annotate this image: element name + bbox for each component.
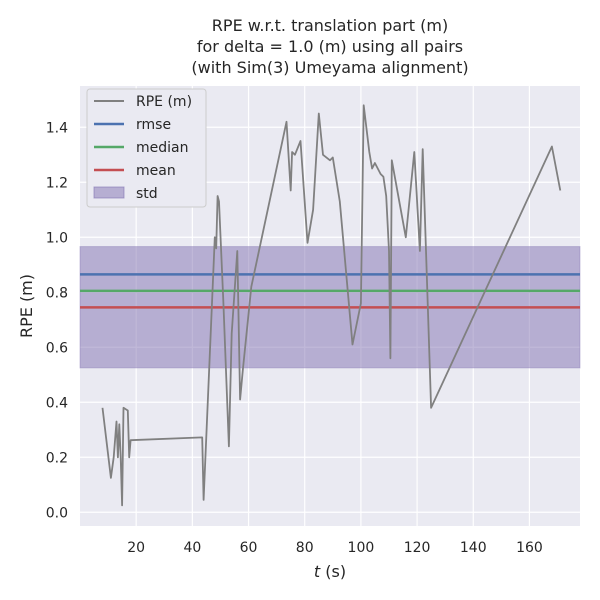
legend-label-rpe: RPE (m) xyxy=(136,94,192,110)
x-axis-label: t (s) xyxy=(314,562,346,581)
y-tick-label: 0.4 xyxy=(46,395,68,411)
x-tick-label: 120 xyxy=(404,540,431,556)
chart-title-line-2: for delta = 1.0 (m) using all pairs xyxy=(197,37,463,56)
y-tick-label: 1.0 xyxy=(46,230,68,246)
legend-swatch-std xyxy=(93,186,125,199)
legend-label-std: std xyxy=(136,186,158,202)
x-tick-label: 20 xyxy=(127,540,145,556)
chart-title-line-3: (with Sim(3) Umeyama alignment) xyxy=(191,58,468,77)
rpe-series-line xyxy=(101,104,562,507)
series-layer xyxy=(101,104,562,507)
x-axis-label-var: t xyxy=(314,562,321,581)
x-tick-label: 100 xyxy=(348,540,375,556)
x-tick-label: 80 xyxy=(296,540,314,556)
y-tick-label: 0.0 xyxy=(46,505,68,521)
y-axis-label: RPE (m) xyxy=(17,274,36,338)
y-tick-label: 0.8 xyxy=(46,285,68,301)
tick-labels: 20 40 60 80 100 120 140 160 0.0 0.2 0.4 0.6 0.8 1.0 1.… xyxy=(46,120,543,556)
y-tick-label: 1.4 xyxy=(46,120,68,136)
legend-label-mean: mean xyxy=(136,163,176,179)
legend-label-rmse: rmse xyxy=(136,117,171,133)
y-tick-label: 0.2 xyxy=(46,450,68,466)
legend: RPE (m) rmse median mean std xyxy=(86,88,207,208)
x-tick-label: 140 xyxy=(460,540,487,556)
x-tick-label: 40 xyxy=(183,540,201,556)
grid xyxy=(80,86,580,526)
stat-lines-layer xyxy=(80,273,580,309)
y-tick-label: 0.6 xyxy=(46,340,68,356)
legend-label-median: median xyxy=(136,140,188,156)
chart-title-line-1: RPE w.r.t. translation part (m) xyxy=(212,16,448,35)
x-axis-label-unit: (s) xyxy=(320,562,346,581)
x-tick-label: 60 xyxy=(240,540,258,556)
y-tick-label: 1.2 xyxy=(46,175,68,191)
x-tick-label: 160 xyxy=(516,540,543,556)
legend-box xyxy=(86,88,207,208)
